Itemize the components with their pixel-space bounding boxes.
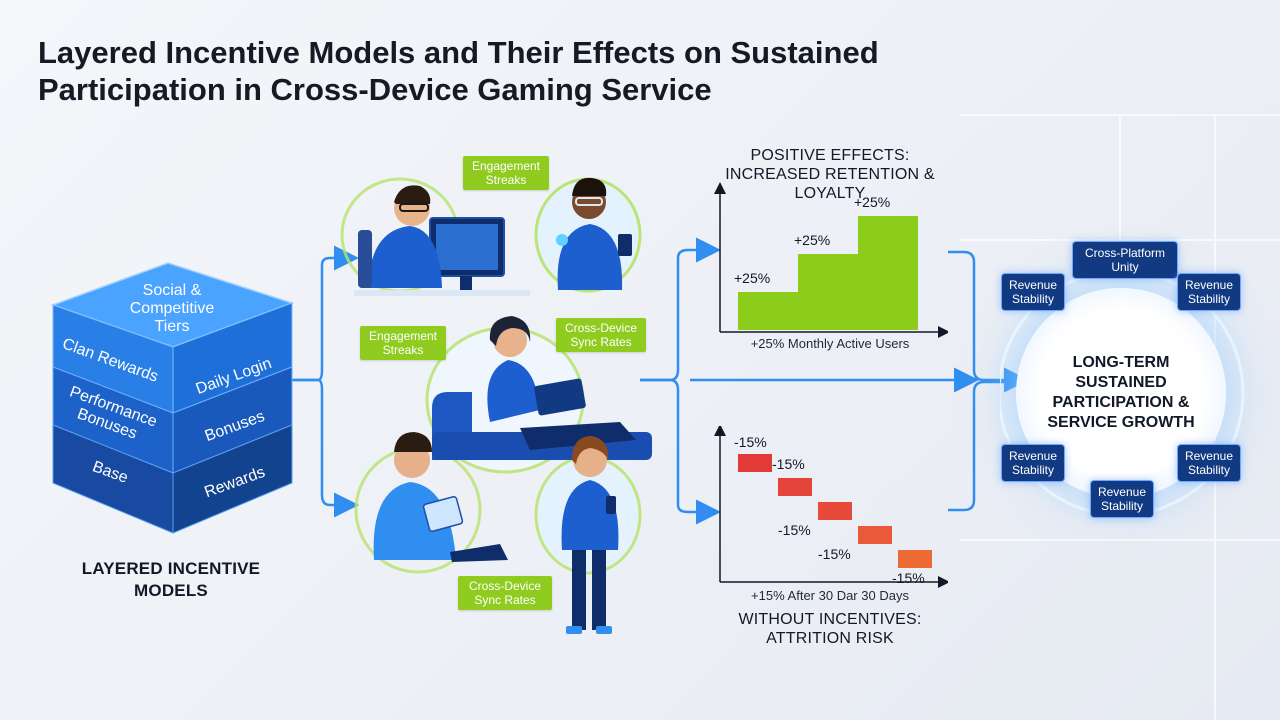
negative-bar-label: -15% (778, 522, 811, 538)
cube-top-label: Social & Competitive Tiers (129, 282, 215, 335)
negative-bar-label: -15% (734, 434, 767, 450)
positive-bar (738, 292, 798, 330)
user-desktop-icon (354, 185, 530, 296)
arrow-to-negative-chart (640, 378, 721, 525)
tag-cross-device-sync-mid: Cross-Device Sync Rates (556, 318, 646, 352)
node-cross-platform-unity: Cross-Platform Unity (1072, 241, 1178, 279)
page-title: Layered Incentive Models and Their Effec… (38, 35, 879, 107)
node-revenue-stability-lower-right: Revenue Stability (1177, 444, 1241, 482)
negative-bar-label: -15% (772, 456, 805, 472)
positive-chart-caption: +25% Monthly Active Users (750, 336, 910, 351)
user-tablet-icon (373, 432, 508, 562)
arrow-positive-to-hub (948, 250, 1029, 393)
negative-bar (858, 526, 892, 544)
tag-engagement-streaks-mid: Engagement Streaks (360, 326, 446, 360)
arrow-to-bottom-users (292, 378, 359, 518)
arrow-negative-to-hub (948, 380, 1024, 512)
negative-bar-label: -15% (818, 546, 851, 562)
negative-bar (898, 550, 932, 568)
positive-chart-title: POSITIVE EFFECTS: INCREASED RETENTION & … (725, 147, 935, 202)
negative-bar (778, 478, 812, 496)
positive-chart (714, 182, 948, 338)
cube-caption: LAYERED INCENTIVE MODELS (81, 559, 261, 600)
positive-bar-label: +25% (734, 270, 771, 286)
negative-bar (738, 454, 772, 472)
layered-cube (50, 262, 295, 534)
node-revenue-stability-upper-right: Revenue Stability (1177, 273, 1241, 311)
negative-bar-label: -15% (892, 570, 925, 586)
hub-label: LONG-TERM SUSTAINED PARTICIPATION & SERV… (1047, 354, 1195, 431)
negative-chart-caption: +15% After 30 Dar 30 Days (751, 588, 909, 603)
negative-bar (818, 502, 852, 520)
negative-chart-title: WITHOUT INCENTIVES: ATTRITION RISK (738, 611, 922, 647)
user-standing-phone-icon (561, 436, 619, 634)
node-revenue-stability-bottom: Revenue Stability (1090, 480, 1154, 518)
cube-right-layer-3 (172, 424, 293, 534)
tag-engagement-streaks-top: Engagement Streaks (463, 156, 549, 190)
positive-bar (858, 216, 918, 330)
tag-cross-device-sync-bottom: Cross-Device Sync Rates (458, 576, 552, 610)
negative-chart (714, 426, 948, 588)
positive-bar-label: +25% (854, 194, 891, 210)
user-illustrations (340, 177, 652, 634)
positive-bar (798, 254, 858, 330)
node-revenue-stability-lower-left: Revenue Stability (1001, 444, 1065, 482)
user-phone-icon (556, 177, 632, 290)
positive-bar-label: +25% (794, 232, 831, 248)
node-revenue-stability-upper-left: Revenue Stability (1001, 273, 1065, 311)
